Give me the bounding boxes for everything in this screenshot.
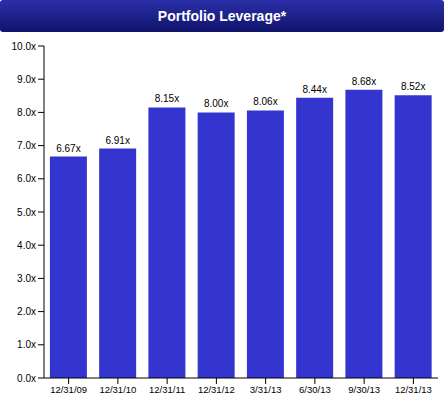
svg-text:12/31/12: 12/31/12 — [198, 384, 235, 395]
svg-text:12/31/10: 12/31/10 — [99, 384, 136, 395]
svg-text:8.52x: 8.52x — [401, 81, 425, 92]
svg-text:7.0x: 7.0x — [17, 140, 36, 151]
svg-text:12/31/13: 12/31/13 — [395, 384, 432, 395]
svg-text:4.0x: 4.0x — [17, 240, 36, 251]
svg-text:8.06x: 8.06x — [253, 96, 277, 107]
svg-text:5.0x: 5.0x — [17, 207, 36, 218]
svg-text:2.0x: 2.0x — [17, 306, 36, 317]
svg-text:8.0x: 8.0x — [17, 107, 36, 118]
svg-text:1.0x: 1.0x — [17, 339, 36, 350]
svg-text:12/31/11: 12/31/11 — [149, 384, 185, 395]
svg-text:6.91x: 6.91x — [105, 135, 129, 146]
html-text:Portfolio Leverage*: Portfolio Leverage* — [157, 8, 287, 24]
svg-text:6/30/13: 6/30/13 — [299, 384, 331, 395]
svg-text:6.0x: 6.0x — [17, 173, 36, 184]
svg-text:12/31/09: 12/31/09 — [50, 384, 87, 395]
svg-text:9.0x: 9.0x — [17, 74, 36, 85]
svg-text:6.67x: 6.67x — [56, 143, 80, 154]
svg-text:10.0x: 10.0x — [12, 41, 36, 52]
svg-text:3.0x: 3.0x — [17, 273, 36, 284]
svg-text:3/31/13: 3/31/13 — [250, 384, 282, 395]
svg-text:8.44x: 8.44x — [302, 84, 326, 95]
svg-text:9/30/13: 9/30/13 — [348, 384, 380, 395]
svg-text:0.0x: 0.0x — [17, 373, 36, 384]
svg-text:8.68x: 8.68x — [352, 76, 376, 87]
svg-text:8.15x: 8.15x — [155, 93, 179, 104]
svg-text:8.00x: 8.00x — [204, 98, 228, 109]
